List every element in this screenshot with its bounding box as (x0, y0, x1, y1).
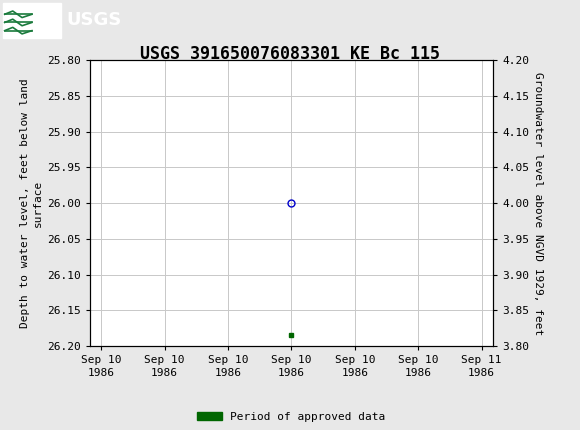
Text: USGS: USGS (67, 12, 122, 29)
Legend: Period of approved data: Period of approved data (193, 408, 390, 427)
Y-axis label: Depth to water level, feet below land
surface: Depth to water level, feet below land su… (20, 78, 43, 328)
Text: USGS 391650076083301 KE Bc 115: USGS 391650076083301 KE Bc 115 (140, 45, 440, 63)
Y-axis label: Groundwater level above NGVD 1929, feet: Groundwater level above NGVD 1929, feet (533, 71, 543, 335)
Bar (3, 3, 61, 37)
